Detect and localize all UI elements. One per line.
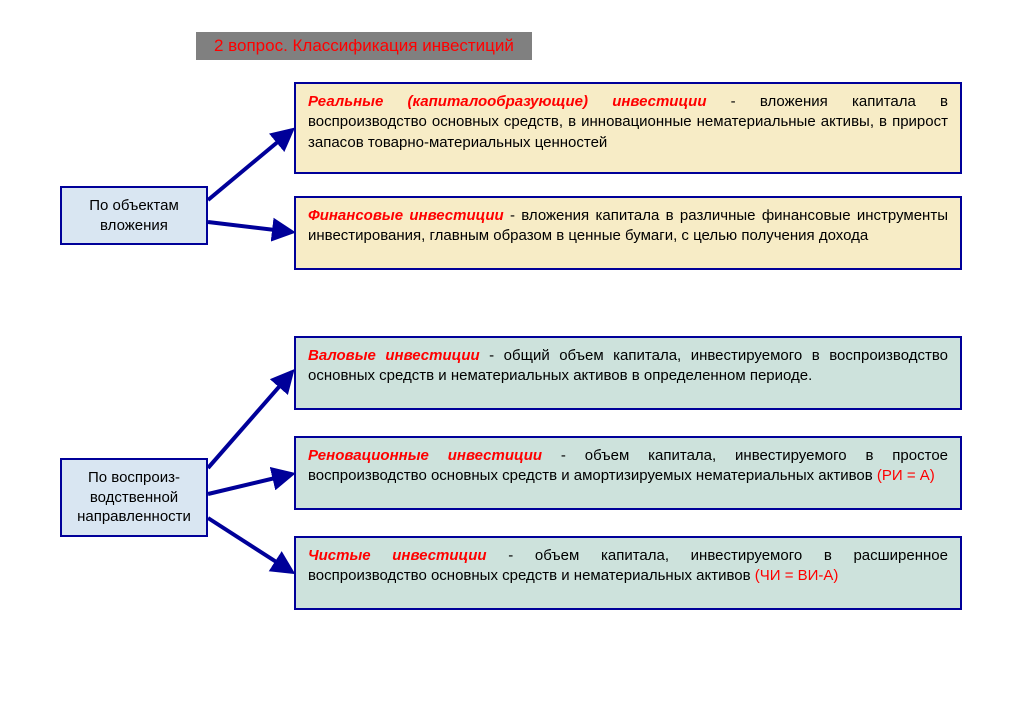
page-title: 2 вопрос. Классификация инвестиций — [214, 36, 514, 55]
formula: (ЧИ = ВИ-А) — [755, 567, 839, 584]
term: Валовые инвестиции — [308, 347, 480, 364]
formula: (РИ = А) — [877, 467, 935, 484]
definition-real-investments: Реальные (капиталообразующие) инвестиции… — [294, 82, 962, 174]
category-box-objects: По объектам вложения — [60, 186, 208, 245]
term: Реновационные инвестиции — [308, 447, 542, 464]
definition-gross-investments: Валовые инвестиции - общий объем капитал… — [294, 336, 962, 410]
definition-net-investments: Чистые инвестиции - объем капитала, инве… — [294, 536, 962, 610]
term: Чистые инвестиции — [308, 547, 487, 564]
category-box-reproduction: По воспроиз-водственной направленности — [60, 458, 208, 537]
definition-financial-investments: Финансовые инвестиции - вложения капитал… — [294, 196, 962, 270]
title-bar: 2 вопрос. Классификация инвестиций — [196, 32, 532, 60]
term: Финансовые инвестиции — [308, 207, 504, 224]
category-label: По объектам вложения — [89, 197, 179, 234]
term: Реальные (капиталообразующие) инвестиции — [308, 93, 706, 110]
definition-renovation-investments: Реновационные инвестиции - объем капитал… — [294, 436, 962, 510]
category-label: По воспроиз-водственной направленности — [77, 469, 191, 525]
